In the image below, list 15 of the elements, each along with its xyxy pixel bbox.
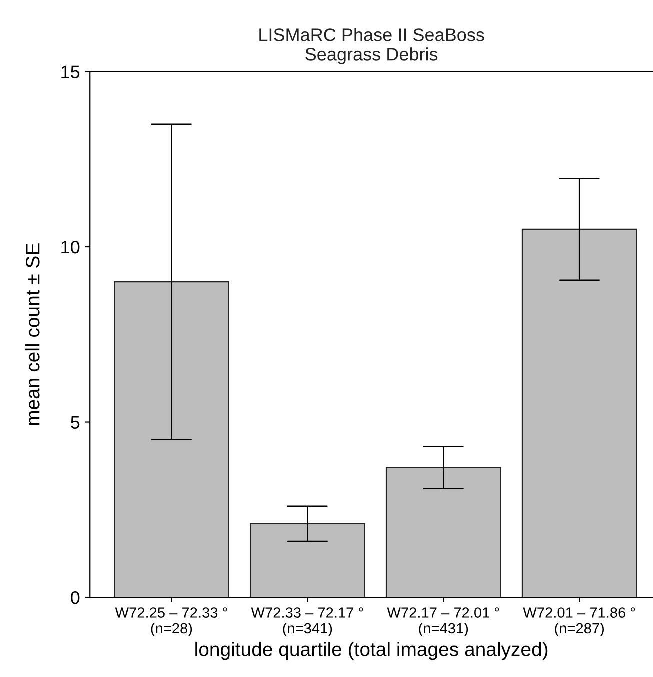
y-tick-label: 5 [71,416,80,429]
y-tick-label: 15 [62,66,80,78]
x-tick-label: W72.01 – 71.86 ° (n=287) [523,608,636,637]
chart-title: LISMaRC Phase II SeaBoss Seagrass Debris [260,28,484,64]
x-tick-label: W72.33 – 72.17 ° (n=341) [251,608,364,637]
bar [386,467,502,598]
x-tick-label: W72.25 – 72.33 ° (n=28) [115,608,228,637]
x-axis-title: longitude quartile (total images analyzed) [196,642,548,660]
x-tick-label: W72.17 – 72.01 ° (n=431) [387,608,500,637]
bar [250,523,366,598]
y-tick-label: 10 [62,240,80,254]
bar [114,282,230,598]
y-tick-label: 0 [71,591,80,604]
y-axis-title: mean cell count ± SE [26,244,40,426]
bar [522,228,638,598]
